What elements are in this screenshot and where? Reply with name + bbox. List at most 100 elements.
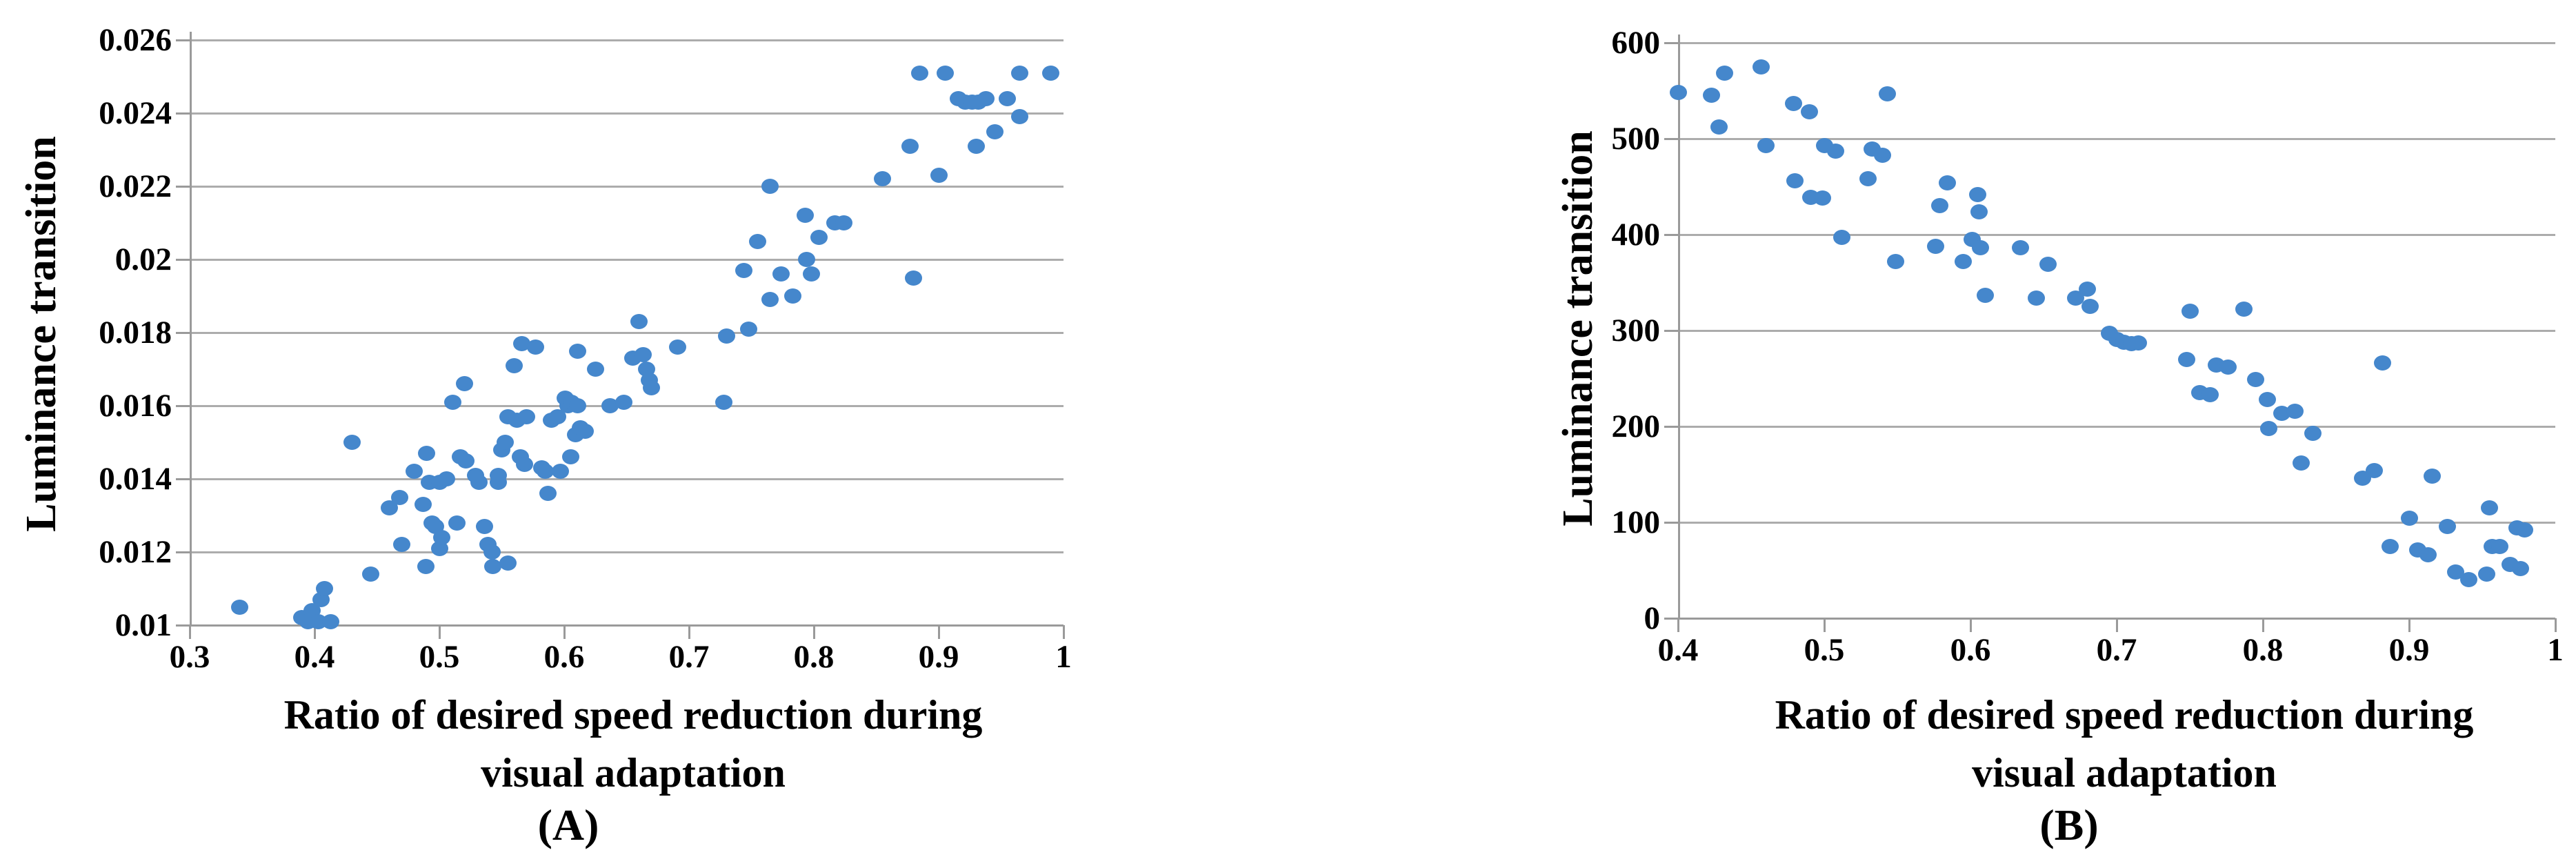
data-point-b xyxy=(2258,392,2276,408)
data-point-a xyxy=(905,270,923,286)
data-point-a xyxy=(986,124,1004,139)
x-axis-title-b-line2: visual adaptation xyxy=(1972,750,2277,796)
data-point-a xyxy=(448,515,466,531)
data-point-a xyxy=(414,497,432,513)
x-tick-label-b: 0.5 xyxy=(1804,632,1845,668)
data-point-b xyxy=(2081,299,2099,315)
data-point-a xyxy=(669,339,687,355)
data-point-a xyxy=(381,500,399,516)
data-point-a xyxy=(537,464,555,480)
data-point-a xyxy=(715,394,733,410)
data-point-b xyxy=(1859,171,1877,187)
data-point-a xyxy=(483,544,501,560)
data-point-b xyxy=(2304,425,2322,441)
x-axis-title-b-line1: Ratio of desired speed reduction during xyxy=(1775,692,2474,738)
data-point-a xyxy=(361,566,379,582)
data-point-b xyxy=(2447,564,2465,580)
x-tick-mark-a xyxy=(1062,625,1065,639)
x-tick-label-a: 0.5 xyxy=(419,639,460,675)
y-tick-label-a: 0.022 xyxy=(99,168,172,204)
data-point-b xyxy=(2067,290,2085,306)
data-point-b xyxy=(2039,257,2057,273)
y-tick-mark-a xyxy=(176,331,190,334)
data-point-a xyxy=(810,230,828,246)
x-tick-label-b: 0.6 xyxy=(1950,632,1991,668)
data-point-a xyxy=(418,445,436,461)
data-point-b xyxy=(1972,240,1990,256)
data-point-a xyxy=(433,529,451,545)
data-point-b xyxy=(1954,253,1972,269)
data-point-a xyxy=(802,266,820,282)
data-point-a xyxy=(322,613,340,629)
y-tick-label-a: 0.026 xyxy=(99,22,172,58)
data-point-b xyxy=(2219,359,2237,375)
data-point-b xyxy=(2130,335,2148,351)
data-point-a xyxy=(343,435,361,450)
data-point-a xyxy=(740,321,758,337)
y-tick-mark-a xyxy=(176,112,190,115)
gridline-b xyxy=(1678,425,2555,428)
y-tick-mark-a xyxy=(176,185,190,188)
data-point-a xyxy=(489,475,507,491)
gridline-a xyxy=(190,39,1064,41)
gridline-b xyxy=(1678,41,2555,44)
x-tick-label-a: 0.6 xyxy=(543,639,585,675)
data-point-b xyxy=(2292,455,2310,471)
data-point-a xyxy=(390,489,408,505)
data-point-a xyxy=(444,394,462,410)
x-axis-title-a-line2: visual adaptation xyxy=(481,750,786,796)
data-point-b xyxy=(2365,462,2383,478)
data-point-b xyxy=(2481,500,2499,516)
data-point-a xyxy=(484,559,502,575)
y-tick-mark-a xyxy=(176,404,190,407)
data-point-a xyxy=(643,380,661,395)
data-point-b xyxy=(1878,86,1896,101)
data-point-b xyxy=(2235,302,2253,317)
y-tick-mark-b xyxy=(1664,41,1678,44)
y-tick-mark-a xyxy=(176,551,190,553)
data-point-a xyxy=(797,252,815,267)
x-tick-label-b: 1 xyxy=(2547,632,2564,668)
panel-label-a: (A) xyxy=(537,800,599,849)
gridline-a xyxy=(190,477,1064,480)
data-point-b xyxy=(1827,144,1845,159)
y-tick-mark-a xyxy=(176,258,190,261)
data-point-a xyxy=(1011,65,1029,81)
data-point-b xyxy=(2477,567,2495,582)
data-point-a xyxy=(561,449,579,465)
data-point-a xyxy=(772,266,790,282)
data-point-a xyxy=(315,581,333,596)
y-tick-mark-b xyxy=(1664,137,1678,140)
x-tick-mark-b xyxy=(2115,618,2118,632)
data-point-b xyxy=(2246,371,2264,387)
y-tick-mark-b xyxy=(1664,329,1678,332)
x-tick-mark-a xyxy=(812,625,815,639)
panel-label-b: (B) xyxy=(2039,800,2099,849)
data-point-a xyxy=(717,328,735,344)
y-tick-mark-a xyxy=(176,39,190,41)
y-tick-label-b: 600 xyxy=(1611,25,1661,61)
gridline-b xyxy=(1678,137,2555,140)
data-point-a xyxy=(417,559,435,575)
data-point-a xyxy=(475,518,493,534)
x-tick-mark-b xyxy=(1969,618,1972,632)
gridline-a xyxy=(190,112,1064,115)
y-tick-label-a: 0.02 xyxy=(114,242,172,277)
data-point-b xyxy=(1926,238,1944,254)
gridline-b xyxy=(1678,233,2555,236)
data-point-a xyxy=(783,288,801,304)
data-point-b xyxy=(2419,547,2437,563)
data-point-b xyxy=(1716,66,1734,81)
y-tick-mark-a xyxy=(176,477,190,480)
data-point-b xyxy=(2511,560,2529,576)
data-point-a xyxy=(1042,65,1060,81)
y-tick-label-a: 0.01 xyxy=(114,607,172,643)
data-point-a xyxy=(526,339,544,355)
data-point-a xyxy=(406,464,423,480)
data-point-b xyxy=(1753,59,1770,75)
data-point-a xyxy=(455,376,473,392)
y-tick-label-a: 0.014 xyxy=(99,461,172,497)
y-tick-mark-b xyxy=(1664,425,1678,428)
data-point-a xyxy=(577,424,595,440)
